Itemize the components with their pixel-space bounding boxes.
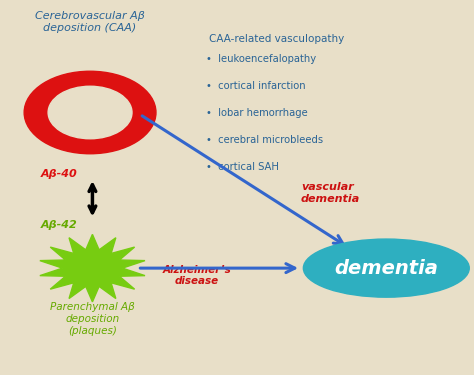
Text: Aβ-40: Aβ-40 bbox=[40, 170, 77, 179]
Text: •  cerebral microbleeds: • cerebral microbleeds bbox=[206, 135, 323, 146]
Ellipse shape bbox=[24, 71, 156, 154]
Text: •  cortical infarction: • cortical infarction bbox=[206, 81, 306, 92]
Text: CAA-related vasculopathy: CAA-related vasculopathy bbox=[209, 34, 344, 44]
Polygon shape bbox=[40, 234, 145, 302]
Text: vascular
dementia: vascular dementia bbox=[301, 182, 360, 204]
Text: Parenchymal Aβ
deposition
(plaques): Parenchymal Aβ deposition (plaques) bbox=[50, 302, 135, 336]
Text: dementia: dementia bbox=[334, 259, 438, 278]
Text: Cerebrovascular Aβ
deposition (CAA): Cerebrovascular Aβ deposition (CAA) bbox=[35, 11, 145, 33]
Text: •  cortical SAH: • cortical SAH bbox=[206, 162, 279, 172]
Ellipse shape bbox=[48, 86, 132, 139]
Ellipse shape bbox=[303, 239, 469, 297]
Text: Aβ-42: Aβ-42 bbox=[40, 220, 77, 230]
Text: •  lobar hemorrhage: • lobar hemorrhage bbox=[206, 108, 308, 118]
Text: •  leukoencefalopathy: • leukoencefalopathy bbox=[206, 54, 316, 64]
Text: Alzheimer’s
disease: Alzheimer’s disease bbox=[162, 265, 231, 286]
